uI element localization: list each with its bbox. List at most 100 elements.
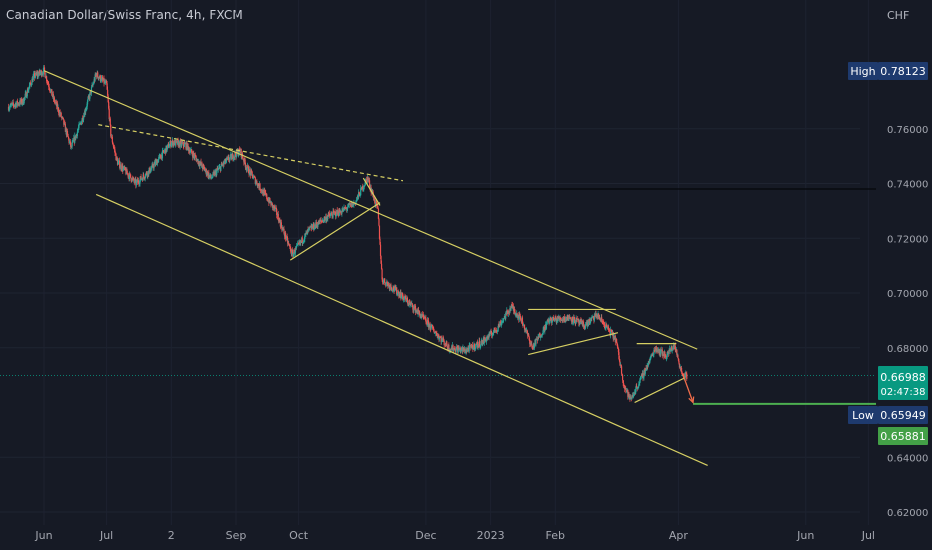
candle-body xyxy=(460,350,462,352)
candle-body xyxy=(313,223,315,230)
candle-body xyxy=(224,158,227,163)
candle-body xyxy=(68,138,70,143)
candle-body xyxy=(400,292,402,299)
candle-body xyxy=(464,352,467,354)
candle-body xyxy=(566,318,568,320)
candle-body xyxy=(427,320,430,328)
candle-body xyxy=(618,359,621,362)
candle-body xyxy=(84,110,86,117)
candle-body xyxy=(324,217,326,221)
candle-body xyxy=(127,173,129,177)
candle-body xyxy=(582,321,585,327)
candle-body xyxy=(374,197,376,204)
time-tick-label: Jul xyxy=(861,529,875,542)
candle-body xyxy=(259,189,262,191)
candle-body xyxy=(636,385,638,387)
candle-body xyxy=(38,73,40,77)
candle-body xyxy=(327,213,329,217)
candle-body xyxy=(652,354,654,356)
candle-body xyxy=(611,330,613,332)
candle-body xyxy=(676,349,678,356)
candle-body xyxy=(158,155,160,157)
candle-body xyxy=(56,103,59,110)
candle-body xyxy=(438,337,441,340)
candle-body xyxy=(191,152,193,155)
candle-body xyxy=(189,151,191,154)
candle-body xyxy=(515,314,517,316)
candle-body xyxy=(220,166,222,171)
candle-body xyxy=(128,173,131,180)
time-tick-label: Feb xyxy=(546,529,565,542)
candle-body xyxy=(527,332,529,336)
candle-body xyxy=(326,217,328,221)
candle-body xyxy=(259,183,261,190)
candle-body xyxy=(26,96,28,98)
candle-body xyxy=(62,117,64,120)
candle-body xyxy=(22,98,24,105)
candle-body xyxy=(74,135,76,143)
price-badges-layer: High 0.78123 0.66988 02:47:38 Low 0.65949 0.65… xyxy=(848,62,928,445)
candle-body xyxy=(176,140,179,145)
candle-body xyxy=(111,136,113,143)
candle-body xyxy=(452,345,454,351)
candle-body xyxy=(313,228,315,230)
candle-body xyxy=(46,76,48,82)
candle-body xyxy=(119,166,121,168)
candle-body xyxy=(9,105,11,108)
candle-body xyxy=(604,327,606,329)
candle-body xyxy=(150,169,152,172)
candle-body xyxy=(545,323,548,329)
candle-body xyxy=(233,156,236,158)
candle-body xyxy=(649,360,651,364)
candle-body xyxy=(64,124,66,132)
candle-body xyxy=(362,188,364,191)
candle-body xyxy=(265,192,267,196)
candle-body xyxy=(546,321,548,324)
candle-body xyxy=(296,243,299,245)
target-badge-value: 0.65881 xyxy=(880,430,926,443)
candle-body xyxy=(632,394,635,397)
candle-body xyxy=(232,153,234,160)
candle-body xyxy=(143,174,145,177)
candle-body xyxy=(428,324,430,328)
candle-body xyxy=(274,206,276,210)
candle-body xyxy=(21,102,23,104)
candle-body xyxy=(296,244,298,246)
candle-body xyxy=(670,350,672,352)
price-axis-layer: 0.76000 0.74000 0.72000 0.70000 0.68000 0.640… xyxy=(887,125,928,519)
candle-body xyxy=(455,351,457,353)
forecast-arrow xyxy=(681,373,694,403)
candle-body xyxy=(594,315,596,317)
candle-body xyxy=(506,310,508,312)
candle-body xyxy=(469,345,471,347)
chart-title: Canadian Dollar/Swiss Franc, 4h, FXCM xyxy=(6,8,243,22)
candle-body xyxy=(303,240,305,243)
candle-body xyxy=(626,390,628,392)
candle-body xyxy=(617,348,620,353)
trendlines-layer xyxy=(43,70,708,467)
candle-body xyxy=(211,177,213,179)
candle-body xyxy=(335,212,337,217)
candle-body xyxy=(583,325,586,330)
candle-body xyxy=(321,221,323,222)
candle-body xyxy=(471,344,473,346)
candle-body xyxy=(495,330,497,333)
candle-body xyxy=(359,193,361,197)
time-tick-label: Dec xyxy=(415,529,436,542)
candle-body xyxy=(419,311,421,315)
candle-body xyxy=(499,321,501,327)
candle-body xyxy=(242,156,244,159)
candle-body xyxy=(146,172,148,175)
candle-body xyxy=(194,155,196,157)
candle-body xyxy=(315,222,317,226)
bar-countdown: 02:47:38 xyxy=(881,387,926,398)
candle-body xyxy=(355,200,357,205)
candle-body xyxy=(133,177,135,181)
candle-body xyxy=(681,372,683,375)
candle-body xyxy=(572,322,574,323)
candle-body xyxy=(382,282,384,284)
candle-body xyxy=(592,316,594,319)
candle-body xyxy=(633,393,635,395)
candle-body xyxy=(426,319,429,326)
